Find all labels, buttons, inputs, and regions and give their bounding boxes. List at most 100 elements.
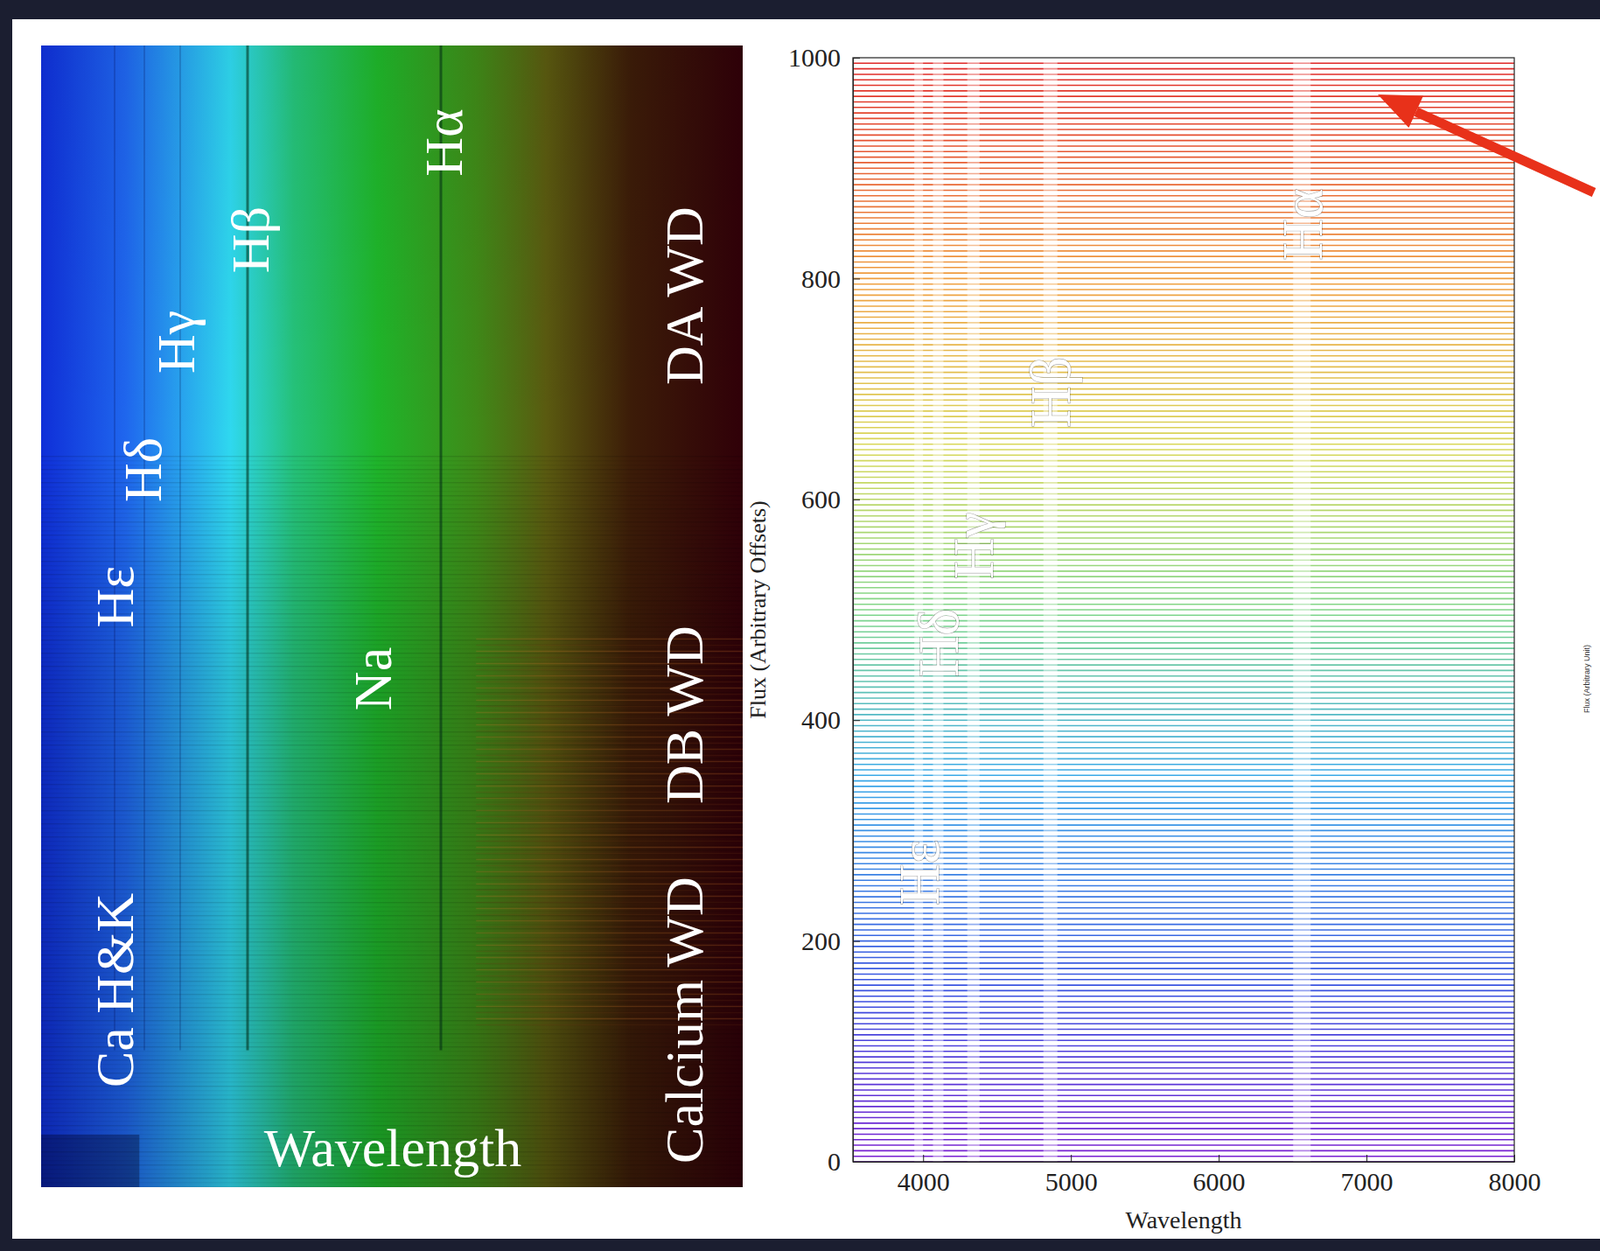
spectrum [852,195,1515,197]
image-row [41,893,743,895]
image-row [41,923,743,925]
image-row [41,1103,743,1104]
image-row [41,1068,743,1069]
spectrum [852,990,1515,993]
spectrum [852,470,1515,473]
image-row [41,792,743,794]
spectrum [852,1045,1515,1048]
image-row [41,971,743,973]
spectrum [852,1012,1515,1014]
spectrum [852,266,1515,269]
image-label: DB WD [654,625,714,804]
spectrum [852,338,1515,341]
spectrum [852,1155,1515,1158]
image-row [41,1033,743,1035]
cropped-axis-title: Flux (Arbitrary Unit) [1582,644,1592,713]
image-row [41,945,743,947]
image-row [41,880,743,881]
spectrum [852,134,1515,137]
spectrum [852,862,1515,865]
x-tick: 6000 [1193,1154,1246,1196]
spectrum [852,984,1515,986]
spectrum [852,454,1515,457]
image-row [41,775,743,776]
image-row [41,744,743,746]
spectrum [852,316,1515,319]
image-row [41,1076,743,1078]
spectrum [852,592,1515,594]
spectrum [852,223,1515,225]
image-row [41,1085,743,1087]
spectrum [852,1050,1515,1053]
image-row-warm [475,810,743,812]
spectrum [852,1055,1515,1058]
spectrum [852,1062,1515,1064]
x-tick-mark [1514,1154,1516,1162]
spectrum [852,482,1515,484]
y-axis-title: Flux (Arbitrary Offsets) [745,500,771,719]
image-absorption-line [246,45,250,1050]
image-label: Ca H&K [84,893,145,1088]
spectrum [852,895,1515,898]
spectrum [852,360,1515,363]
spectrum [852,1067,1515,1069]
spectrum [852,846,1515,849]
spectrum [852,438,1515,441]
spectrum [852,398,1515,401]
spectrum [852,725,1515,727]
line-label: Hε [887,839,951,906]
spectrum [852,713,1515,716]
image-row [41,888,743,890]
image-row [41,836,743,838]
image-row [41,600,743,601]
image-row-warm [475,871,743,874]
image-row [41,823,743,825]
image-row-warm [475,846,743,849]
image-row [41,932,743,934]
y-tick-label: 1000 [788,42,841,72]
image-row [41,748,743,750]
image-row [41,761,743,763]
spectrum [852,868,1515,871]
spectrum [852,161,1515,164]
spectrum [852,498,1515,501]
image-row [41,928,743,930]
spectrum [852,415,1515,418]
spectrum [852,150,1515,153]
spectrum [852,581,1515,584]
y-tick-label: 600 [801,484,841,514]
image-row [41,1041,743,1043]
spectrum [852,1028,1515,1031]
spectrum [852,371,1515,374]
image-row [41,626,743,628]
image-row [41,915,743,916]
spectrum [852,216,1515,219]
y-tick-mark [852,719,860,721]
spectrum [852,796,1515,799]
spectrum [852,945,1515,948]
spectrum [852,752,1515,755]
image-row [41,963,743,965]
spectrum [852,377,1515,379]
image-row [41,1059,743,1061]
y-tick: 200 [801,926,860,956]
image-row [41,1011,743,1013]
image-row-warm [475,852,743,855]
spectrum [852,250,1515,252]
image-label: Hε [84,565,145,629]
line-label: Hδ [906,607,971,678]
image-row [41,586,743,588]
image-row [41,538,743,540]
image-row [41,766,743,768]
spectrum [852,719,1515,721]
spectrum [852,852,1515,854]
spectrum [852,167,1515,169]
spectrum [852,830,1515,832]
image-row [41,910,743,912]
spectrum [852,885,1515,888]
y-tick: 800 [801,264,860,294]
line-label: Hβ [1018,356,1083,428]
spectrum [852,879,1515,881]
image-row [41,591,743,593]
image-row [41,582,743,584]
